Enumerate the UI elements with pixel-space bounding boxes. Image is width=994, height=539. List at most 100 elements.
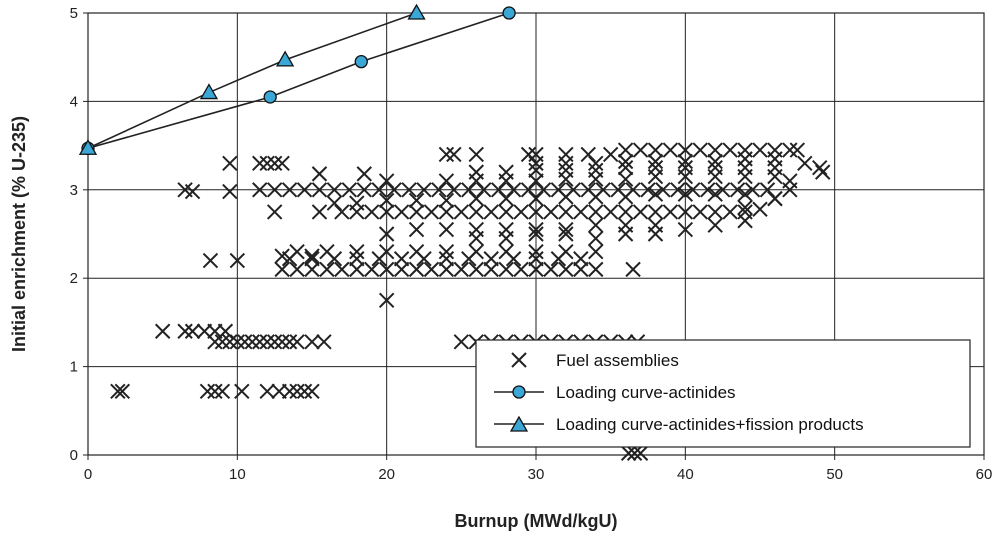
x-tick-label: 20 — [378, 466, 395, 483]
fuel-assembly-point — [364, 204, 380, 220]
fuel-assembly-point — [438, 204, 455, 220]
fuel-assembly-point — [662, 142, 679, 158]
fuel-assembly-point — [311, 204, 328, 220]
fuel-assembly-point — [446, 146, 462, 163]
fuel-assembly-point — [274, 334, 290, 350]
x-axis-title: Burnup (MWd/kgU) — [455, 511, 618, 531]
fuel-assembly-point — [274, 261, 290, 278]
y-tick-labels: 0 1 2 3 4 5 — [70, 5, 78, 464]
fuel-assembly-point — [737, 199, 753, 216]
fuel-assembly-point — [558, 226, 574, 242]
fuel-assembly-point — [595, 182, 611, 198]
loading-curve-actinides-point — [354, 54, 368, 69]
fuel-assembly-point — [266, 182, 283, 198]
fuel-assembly-point — [692, 204, 708, 220]
fuel-assembly-point — [797, 155, 813, 171]
fuel-assembly-point — [423, 204, 440, 220]
fuel-assembly-point — [401, 182, 417, 198]
fuel-assembly-point — [729, 182, 746, 198]
loading-curve-actinides-fp-point — [199, 83, 219, 100]
loading-curve-actinides-fp-point — [78, 138, 98, 155]
fuel-assembly-point — [468, 146, 484, 163]
fuel-assembly-point — [207, 334, 223, 350]
fuel-assembly-point — [662, 204, 679, 220]
fuel-assembly-point — [266, 204, 283, 220]
fuel-assembly-point — [483, 251, 499, 267]
fuel-assembly-point — [356, 182, 372, 198]
fuel-assembly-point — [617, 159, 634, 176]
fuel-assembly-point — [782, 142, 798, 158]
fuel-assembly-point — [588, 243, 604, 260]
fuel-assembly-point — [588, 204, 604, 220]
fuel-assembly-point — [714, 182, 731, 198]
fuel-assembly-point — [528, 243, 544, 260]
fuel-assembly-point — [647, 142, 664, 158]
fuel-assembly-point — [202, 252, 219, 269]
fuel-assembly-point — [707, 186, 723, 202]
fuel-assembly-point — [326, 195, 343, 211]
fuel-assembly-point — [707, 159, 723, 176]
x-tick-labels: 0 10 20 30 40 50 60 — [84, 466, 993, 483]
fuel-assembly-point — [281, 383, 298, 400]
fuel-assembly-point — [453, 261, 470, 278]
fuel-assembly-point — [304, 251, 320, 267]
fuel-assembly-point — [580, 146, 596, 163]
legend-label: Loading curve-actinides — [556, 383, 736, 402]
fuel-assembly-point — [647, 204, 664, 220]
fuel-assembly-point — [110, 383, 126, 400]
fuel-assembly-point — [573, 204, 589, 220]
fuel-assembly-point — [789, 142, 806, 158]
fuel-assembly-point — [677, 142, 694, 158]
fuel-assembly-point — [588, 230, 604, 247]
fuel-assembly-point — [378, 173, 395, 189]
fuel-assembly-point — [744, 182, 761, 198]
fuel-assembly-point — [229, 252, 246, 269]
y-tick-label: 5 — [70, 5, 78, 22]
fuel-assembly-point — [528, 146, 544, 163]
fuel-assembly-point — [677, 159, 694, 176]
fuel-assembly-point — [640, 182, 656, 198]
fuel-assembly-point — [588, 261, 604, 278]
fuel-assembly-point — [513, 204, 529, 220]
fuel-assembly-point — [737, 142, 753, 158]
fuel-assembly-point — [214, 383, 231, 400]
y-tick-label: 1 — [70, 359, 78, 376]
fuel-assembly-point — [453, 334, 470, 350]
fuel-assembly-point — [677, 186, 694, 202]
fuel-assembly-point — [483, 204, 499, 220]
y-tick-label: 3 — [70, 182, 78, 199]
fuel-assembly-point — [543, 261, 559, 278]
fuel-assembly-point — [498, 230, 514, 247]
fuel-assembly-point — [700, 182, 716, 198]
fuel-assembly-point — [416, 182, 432, 198]
fuel-assembly-point — [498, 261, 514, 278]
fuel-assembly-point — [528, 226, 544, 242]
fuel-assembly-point — [602, 204, 619, 220]
fuel-assembly-point — [154, 323, 171, 339]
fuel-assembly-point — [767, 142, 783, 158]
fuel-assembly-point — [677, 153, 694, 170]
y-tick-label: 4 — [70, 93, 78, 110]
fuel-assembly-point — [304, 334, 320, 350]
fuel-assembly-point — [677, 221, 694, 238]
fuel-assembly-point — [550, 182, 567, 198]
fuel-assembly-point — [528, 251, 544, 267]
fuel-assembly-point — [393, 251, 410, 267]
x-tick-label: 50 — [826, 466, 843, 483]
legend-label: Loading curve-actinides+fission products — [556, 415, 864, 434]
fuel-assembly-point — [707, 153, 723, 170]
loading-curve-lines — [87, 12, 510, 150]
fuel-assembly-point — [378, 292, 395, 309]
loading-curve-actinides-point — [502, 6, 516, 20]
fuel-assembly-point — [602, 146, 619, 163]
loading-curve-actinides-fp-line — [87, 12, 417, 149]
loading-curve-actinides-fp-point — [275, 50, 295, 67]
fuel-assembly-point — [520, 146, 537, 163]
fuel-assembly-point — [468, 261, 484, 278]
x-tick-label: 0 — [84, 466, 92, 483]
loading-curve-markers — [78, 3, 516, 155]
legend-x-icon — [511, 352, 527, 368]
y-axis-title: Initial enrichment (% U-235) — [9, 116, 29, 352]
fuel-assembly-point — [319, 261, 335, 278]
